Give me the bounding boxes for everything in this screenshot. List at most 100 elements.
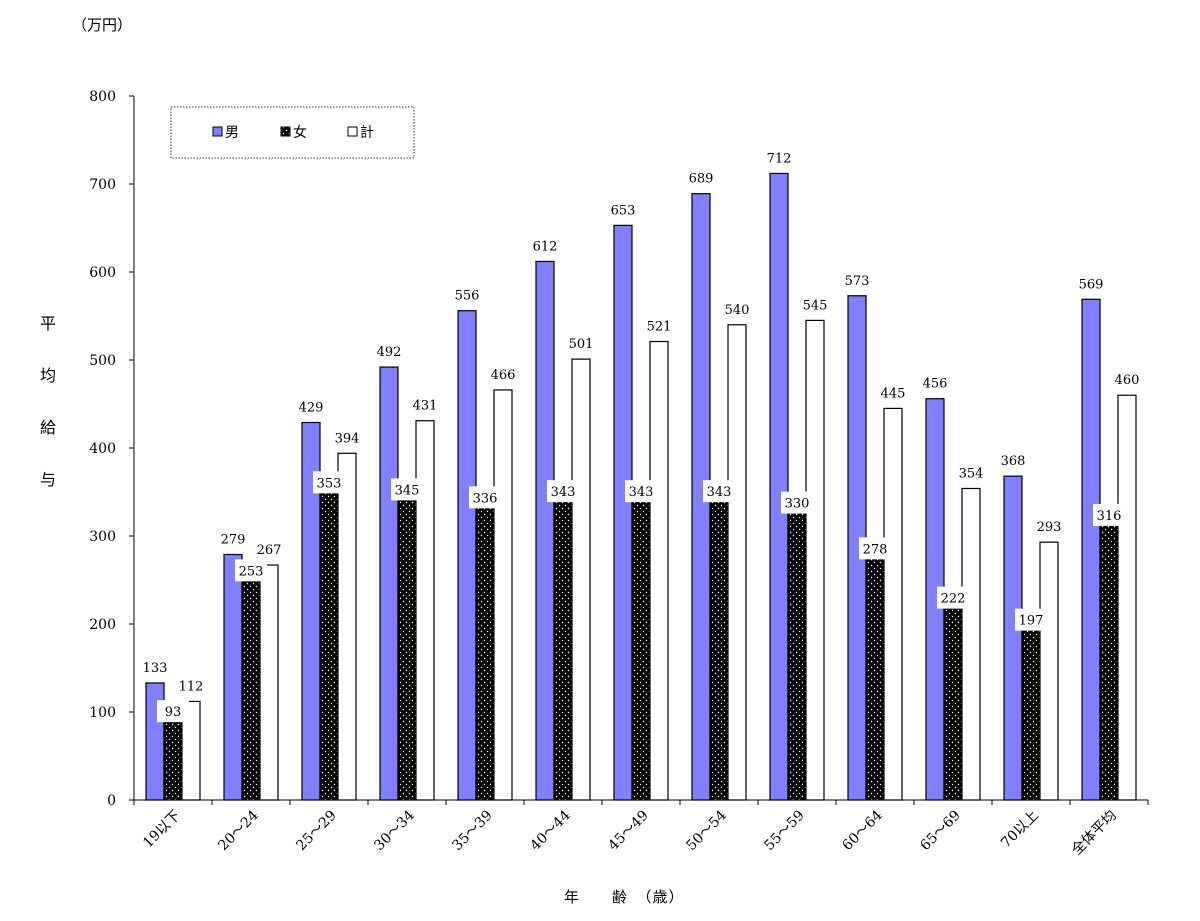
y-axis-title-char: 給 <box>40 418 57 437</box>
bar-total <box>181 700 201 801</box>
y-tick-label: 700 <box>89 177 116 193</box>
unit-label: （万円） <box>72 16 133 34</box>
bar-female <box>1099 521 1119 801</box>
data-label: 521 <box>647 320 672 335</box>
y-tick-label: 300 <box>89 529 116 545</box>
bar-female <box>163 717 183 801</box>
bar-female <box>1021 626 1041 801</box>
x-tick-label: 全体平均 <box>1068 807 1120 859</box>
y-tick-label: 400 <box>89 441 116 457</box>
legend-swatch <box>280 126 291 137</box>
data-label-bg <box>1093 503 1125 526</box>
bar-total <box>883 407 903 801</box>
bar-total <box>727 324 747 801</box>
data-label: 316 <box>1097 509 1122 524</box>
data-label: 456 <box>923 377 948 392</box>
x-tick-label: 55～59 <box>761 808 807 854</box>
data-label-bg <box>937 586 969 609</box>
bar-male <box>223 553 243 801</box>
bar-total <box>337 452 357 801</box>
x-axis-title: 年 齢 （歳） <box>564 888 685 906</box>
data-label: 431 <box>413 399 438 414</box>
data-label: 353 <box>317 476 342 491</box>
data-label: 336 <box>473 491 498 506</box>
bar-total <box>259 564 279 801</box>
bar-female <box>319 488 339 801</box>
bar-female <box>397 495 417 801</box>
y-tick-label: 600 <box>89 265 116 281</box>
data-label: 93 <box>165 705 182 720</box>
data-label: 354 <box>959 466 984 481</box>
legend-box <box>170 106 415 159</box>
data-label: 460 <box>1115 373 1140 388</box>
x-tick-label: 65～69 <box>917 808 963 854</box>
bar-female <box>553 497 573 801</box>
data-label-bg <box>781 491 813 514</box>
legend: 男女計 <box>170 106 415 159</box>
data-label-bg <box>547 480 579 503</box>
data-label: 112 <box>179 679 204 694</box>
data-label-bg <box>235 559 267 582</box>
data-label: 343 <box>707 485 732 500</box>
y-tick-label: 100 <box>89 705 116 721</box>
bar-male <box>535 260 555 801</box>
bar-total <box>961 487 981 801</box>
x-tick-label: 19以下 <box>140 808 184 852</box>
bar-male <box>457 310 477 801</box>
bar-total <box>805 319 825 801</box>
data-label: 343 <box>551 485 576 500</box>
bar-female <box>865 554 885 801</box>
bar-female <box>787 509 807 801</box>
data-label: 492 <box>377 345 402 360</box>
data-label: 133 <box>143 661 168 676</box>
data-label: 612 <box>533 239 558 254</box>
bar-male <box>1003 475 1023 801</box>
bar-total <box>571 358 591 801</box>
data-label: 540 <box>725 303 750 318</box>
bar-female <box>631 497 651 801</box>
bar-male <box>1081 298 1101 801</box>
data-label-bg <box>703 480 735 503</box>
y-tick-label: 800 <box>89 89 116 105</box>
bar-female <box>709 497 729 801</box>
bar-male <box>613 224 633 801</box>
data-label: 267 <box>257 543 282 558</box>
legend-swatch <box>212 126 223 137</box>
data-label: 345 <box>395 483 420 498</box>
data-label: 545 <box>803 298 828 313</box>
data-label: 279 <box>221 532 246 547</box>
bar-total <box>493 389 513 801</box>
data-label: 689 <box>689 172 714 187</box>
bar-female <box>943 604 963 801</box>
data-label: 569 <box>1079 277 1104 292</box>
x-tick-label: 25～29 <box>293 808 339 854</box>
bar-female <box>241 576 261 801</box>
data-label: 197 <box>1019 614 1044 629</box>
data-label-bg <box>859 537 891 560</box>
legend-label: 計 <box>360 125 374 141</box>
x-tick-label: 60～64 <box>839 807 885 853</box>
data-label: 368 <box>1001 454 1026 469</box>
data-label: 445 <box>881 386 906 401</box>
bar-male <box>379 366 399 801</box>
y-axis-title-char: 平 <box>40 314 57 333</box>
data-label: 253 <box>239 564 264 579</box>
x-tick-label: 70以上 <box>998 808 1042 852</box>
x-tick-label: 50～54 <box>683 807 729 853</box>
x-tick-label: 45～49 <box>605 808 651 854</box>
bar-female <box>475 503 495 801</box>
y-tick-label: 0 <box>107 793 116 809</box>
x-tick-label: 40～44 <box>527 807 573 853</box>
data-label-bg <box>313 471 345 494</box>
data-label-bg <box>469 486 501 509</box>
bar-total <box>649 340 669 801</box>
legend-label: 男 <box>225 125 239 141</box>
data-label-bg <box>157 700 189 723</box>
data-label: 330 <box>785 497 810 512</box>
bar-total <box>1117 394 1137 801</box>
data-label-bg <box>391 478 423 501</box>
bar-male <box>769 172 789 801</box>
data-label: 293 <box>1037 520 1062 535</box>
